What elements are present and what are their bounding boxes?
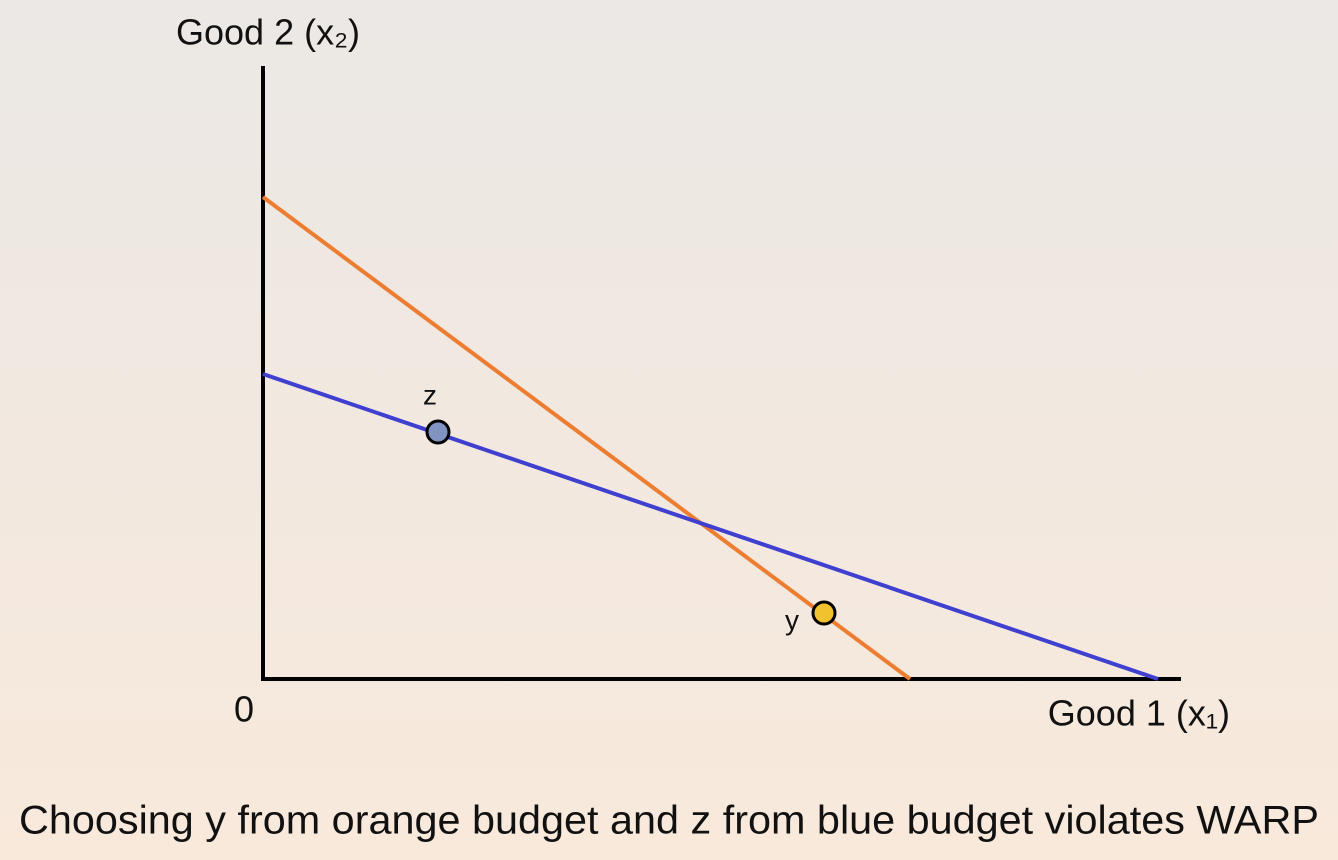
point-label: y	[785, 604, 799, 635]
x-axis-label: Good 1 (x₁)	[1048, 693, 1230, 734]
blue-budget-line	[262, 372, 1159, 681]
origin-label: 0	[234, 689, 254, 730]
caption: Choosing y from orange budget and z from…	[19, 799, 1319, 843]
point-label: z	[423, 379, 437, 410]
orange-budget-line	[261, 195, 912, 681]
y-axis-label: Good 2 (x₂)	[176, 12, 360, 53]
point-z	[425, 419, 451, 445]
point-y	[811, 600, 837, 626]
